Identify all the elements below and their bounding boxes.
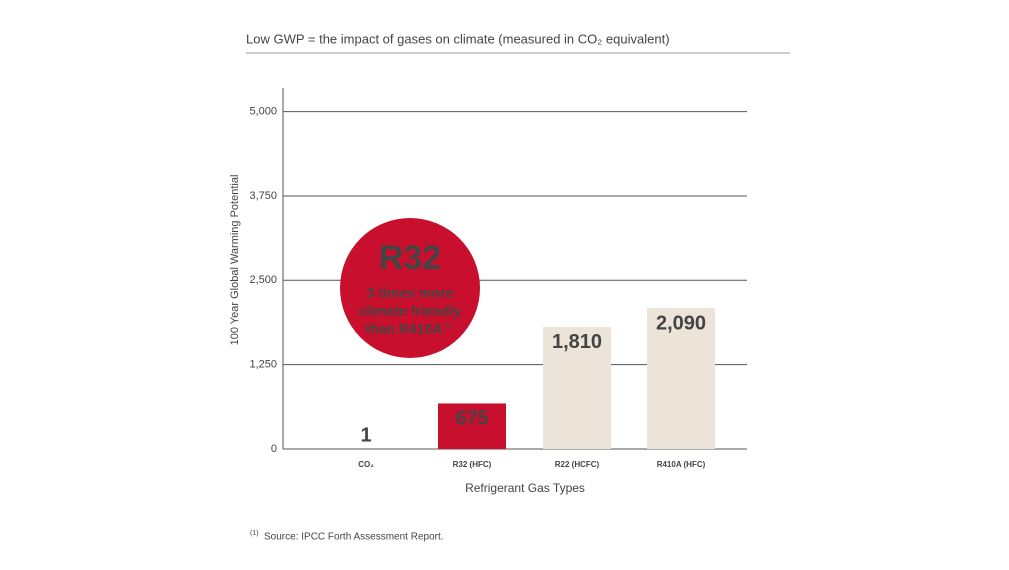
- footnote-ref: (1): [250, 530, 259, 537]
- annotation-line: than R410A: [365, 321, 442, 337]
- value-label: 675: [455, 408, 488, 430]
- bar: [647, 307, 715, 449]
- x-tick-label: CO₂: [358, 460, 374, 469]
- value-label: 1,810: [552, 331, 602, 353]
- chart-title: Low GWP = the impact of gases on climate…: [246, 31, 670, 46]
- x-tick-label: R22 (HCFC): [555, 460, 600, 469]
- annotation-title: R32: [379, 239, 441, 277]
- bar: [438, 403, 506, 449]
- x-tick-label: R32 (HFC): [453, 460, 492, 469]
- annotation-note-ref: (1): [444, 323, 453, 330]
- y-tick-label: 2,500: [249, 274, 277, 286]
- y-tick-label: 0: [271, 443, 277, 455]
- bar: [543, 326, 611, 449]
- y-tick-label: 1,250: [249, 359, 277, 371]
- annotation-bubble: [340, 218, 480, 358]
- y-axis-label: 100 Year Global Warming Potential: [229, 175, 241, 346]
- footnote: Source: IPCC Forth Assessment Report.: [264, 532, 444, 543]
- x-tick-label: R410A (HFC): [657, 460, 706, 469]
- y-tick-label: 3,750: [249, 190, 277, 202]
- value-label: 1: [360, 424, 371, 446]
- value-label: 2,090: [656, 312, 706, 334]
- y-tick-label: 5,000: [249, 106, 277, 118]
- x-axis-label: Refrigerant Gas Types: [465, 481, 585, 495]
- annotation-line: climate friendly: [359, 303, 462, 319]
- annotation-line: 3 times more: [367, 285, 454, 301]
